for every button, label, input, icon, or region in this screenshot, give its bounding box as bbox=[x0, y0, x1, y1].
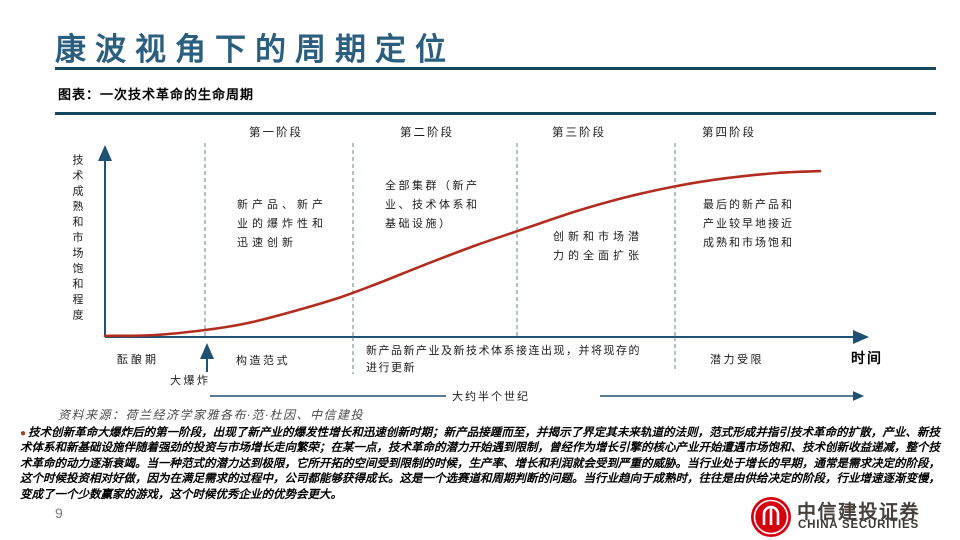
logo-name-en: CHINA SECURITIES bbox=[798, 519, 919, 531]
big-bang-label: 大爆炸 bbox=[170, 375, 211, 387]
stage2-title: 第二阶段 bbox=[400, 127, 454, 139]
company-logo: 中信建投证券 CHINA SECURITIES bbox=[750, 496, 946, 538]
s-curve bbox=[103, 169, 822, 338]
body-paragraph: ● 技术创新革命大爆炸后的第一阶段，出现了新产业的爆发性增长和迅速创新时期；新产品… bbox=[20, 426, 940, 503]
stage1-title: 第一阶段 bbox=[249, 127, 303, 139]
page-title: 康波视角下的周期定位 bbox=[55, 32, 455, 67]
stage1-desc: 新产品、新产 业的爆炸性和 迅速创新 bbox=[237, 199, 327, 249]
figure-caption: 图表：一次技术革命的生命周期 bbox=[58, 87, 255, 102]
logo-name-cn: 中信建投证券 bbox=[797, 502, 921, 523]
stage4-title: 第四阶段 bbox=[702, 127, 756, 139]
stage4-desc: 最后的新产品和 产业较早地接近 成熟和市场饱和 bbox=[703, 199, 794, 249]
xlabel-incubation: 酝酿期 bbox=[117, 354, 159, 366]
stage3-desc: 创新和市场潜 力的全面扩张 bbox=[553, 231, 643, 262]
xlabel-paradigm: 构造范式 bbox=[236, 355, 290, 367]
source-line: 资料来源：荷兰经济学家雅各布·范·杜因、中信建投 bbox=[58, 408, 365, 422]
title-divider bbox=[55, 67, 936, 70]
y-axis-label: 技术成熟和市场饱和程度 bbox=[71, 154, 83, 325]
body-text: 技术创新革命大爆炸后的第一阶段，出现了新产业的爆发性增长和迅速创新时期；新产品接… bbox=[20, 427, 940, 501]
half-century-label: 大约半个世纪 bbox=[452, 391, 530, 403]
xlabel-limited: 潜力受限 bbox=[710, 354, 764, 366]
stage3-title: 第三阶段 bbox=[552, 127, 606, 139]
chart-top-divider bbox=[55, 112, 936, 115]
x-axis-title: 时间 bbox=[851, 350, 883, 366]
page-number: 9 bbox=[55, 505, 63, 521]
citic-logo-icon bbox=[751, 497, 791, 537]
stage2-desc: 全部集群（新产 业、技术体系和 基础设施） bbox=[385, 180, 480, 230]
bullet-icon: ● bbox=[20, 428, 27, 439]
xlabel-renewal: 新产品新产业及新技术体系接连出现，并将现存的 进行更新 bbox=[366, 345, 641, 374]
